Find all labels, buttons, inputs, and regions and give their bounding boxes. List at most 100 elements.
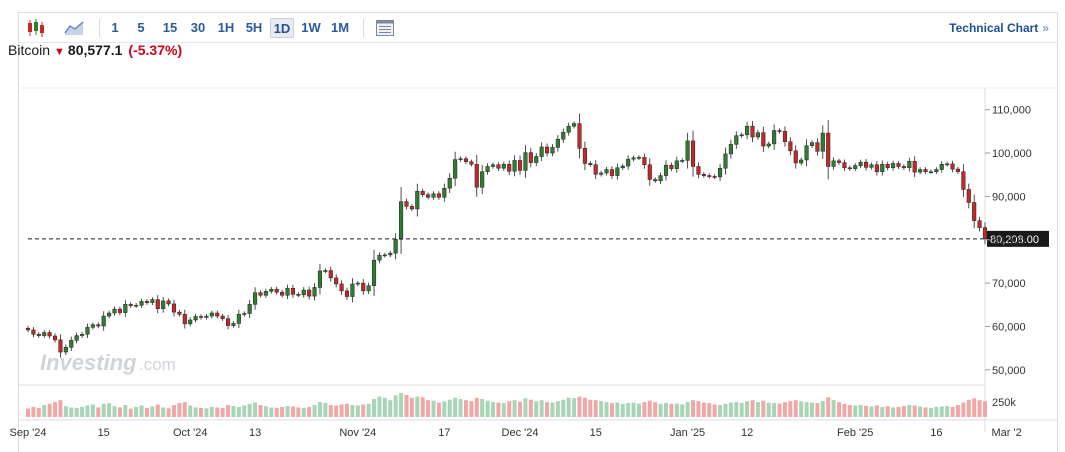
volume-bar [247, 403, 252, 417]
interval-15-button[interactable]: 15 [162, 20, 178, 35]
interval-1d-button[interactable]: 1D [270, 18, 294, 38]
x-axis: Sep '24 15 Oct '24 13 Nov '24 17 Dec '24 15 Jan … [10, 427, 1022, 439]
volume-bar [853, 405, 858, 417]
volume-bar [85, 405, 90, 417]
volume-bar [912, 405, 917, 417]
volume-bar [296, 407, 301, 417]
volume-bar [253, 402, 258, 417]
candle-down [507, 164, 512, 172]
volume-bar [204, 408, 209, 417]
candle-up [90, 324, 95, 328]
interval-1h-button[interactable]: 1H [217, 20, 235, 35]
volume-bar [518, 401, 523, 417]
candle-down [593, 164, 598, 175]
candle-up [490, 164, 496, 167]
candle-down [280, 291, 285, 296]
candle-up [285, 288, 290, 296]
volume-bar [177, 403, 182, 417]
candle-up [312, 287, 317, 297]
volume-bar [874, 405, 879, 417]
volume-bar [582, 397, 587, 417]
volume-bar [469, 401, 474, 417]
volume-bar [74, 407, 79, 417]
candle-down [25, 327, 31, 331]
candle-down [58, 339, 63, 353]
candle-down [712, 176, 717, 178]
candle-up [301, 289, 306, 296]
x-tick-label: Nov '24 [339, 427, 376, 439]
toolbar-separator [363, 19, 364, 37]
volume-bar [507, 401, 512, 417]
candle-down [690, 140, 696, 167]
candle-up [755, 132, 760, 138]
area-chart-icon[interactable] [63, 17, 85, 39]
candle-up [188, 319, 193, 325]
candle-up [501, 164, 506, 169]
candle-down [220, 315, 225, 319]
technical-chart-link[interactable]: Technical Chart» [949, 21, 1049, 35]
volume-bar [231, 405, 236, 417]
interval-1m-button[interactable]: 1M [330, 20, 350, 35]
chart-toolbar: 1 5 15 30 1H 5H 1D 1W 1M Technical Chart… [19, 13, 1057, 43]
x-tick-label: Dec '24 [502, 427, 539, 439]
candle-down [647, 164, 652, 180]
interval-5-button[interactable]: 5 [137, 20, 145, 35]
quote-header: Bitcoin ▼ 80,577.1 (-5.37%) [8, 42, 182, 58]
candle-up [772, 130, 777, 145]
candle-up [799, 159, 804, 164]
volume-bar [766, 402, 771, 417]
candle-down [344, 290, 350, 297]
interval-1-button[interactable]: 1 [111, 20, 119, 35]
volume-bar [631, 402, 636, 417]
candle-down [842, 162, 847, 169]
candle-up [945, 163, 950, 166]
candle-up [447, 177, 452, 189]
candle-down [826, 132, 831, 167]
volume-bar [242, 405, 247, 417]
volume-bar [134, 406, 139, 417]
candle-down [950, 163, 955, 170]
candle-down [528, 152, 533, 163]
volume-bar [555, 401, 560, 417]
volume-bar [750, 400, 755, 417]
candle-up [366, 285, 371, 292]
volume-bar [755, 402, 760, 417]
y-tick-label: 50,000 [992, 365, 1026, 377]
interval-30-button[interactable]: 30 [190, 20, 206, 35]
volume-bar [777, 403, 782, 417]
volume-bar [604, 402, 609, 417]
volume-bar [712, 404, 717, 417]
volume-bar [453, 397, 458, 417]
arrow-down-icon: ▼ [54, 46, 65, 58]
candle-down [334, 277, 339, 285]
candle-up [399, 201, 404, 240]
candle-up [107, 312, 112, 317]
volume-bar [47, 403, 52, 417]
candle-up [377, 255, 382, 261]
volume-bar [950, 406, 955, 417]
candle-up [193, 316, 198, 321]
interval-5h-button[interactable]: 5H [245, 20, 263, 35]
x-tick-label: Oct '24 [173, 427, 208, 439]
candlestick-icon[interactable] [25, 17, 47, 39]
candle-up [880, 164, 885, 172]
candle-down [912, 161, 917, 173]
chart-grid [18, 87, 1058, 432]
candle-up [85, 327, 90, 335]
current-price-tag [987, 230, 1049, 247]
volume-bar [463, 400, 468, 417]
candle-down [361, 282, 366, 292]
candle-down [588, 163, 593, 165]
candle-down [901, 166, 906, 169]
volume-bar [918, 406, 923, 417]
volume-bar [285, 405, 290, 417]
volume-bar [345, 403, 349, 417]
x-tick-label: Sep '24 [10, 427, 47, 439]
table-view-icon[interactable] [374, 17, 396, 39]
candle-up [442, 187, 447, 198]
candle-up [561, 131, 566, 140]
interval-1w-button[interactable]: 1W [301, 20, 321, 35]
x-tick-label: Mar '2 [992, 427, 1022, 439]
volume-bar [209, 406, 214, 417]
